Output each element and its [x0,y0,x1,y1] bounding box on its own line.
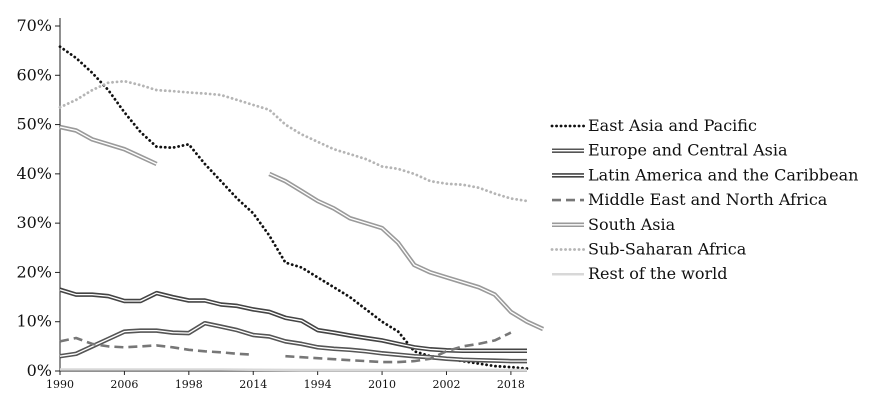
series-layer [58,45,545,372]
x-tick-label: 1994 [304,378,332,391]
legend-item-south-asia: South Asia [552,215,676,234]
legend-item-europe-and-central-asia: Europe and Central Asia [552,141,788,160]
legend-item-east-asia-and-pacific: East Asia and Pacific [550,116,757,135]
middle-east-and-north-africa-line [285,331,512,364]
y-tick-label: 30% [16,213,52,232]
south-asia-line-inner [269,173,544,330]
legend-item-latin-america-and-the-caribbean: Latin America and the Caribbean [552,165,858,184]
y-tick-label: 60% [16,65,52,84]
legend-label: South Asia [588,215,676,234]
y-tick-label: 70% [16,16,52,35]
x-tick-label: 1990 [46,378,74,391]
y-tick-label: 50% [16,115,52,134]
middle-east-and-north-africa-line [59,336,254,356]
east-asia-and-pacific-line [58,45,529,370]
legend-item-middle-east-and-north-africa: Middle East and North Africa [552,190,828,209]
y-tick-label: 0% [27,361,52,380]
x-tick-label: 2018 [497,378,525,391]
europe-and-central-asia-line-inner [59,322,527,362]
x-tick-label: 2006 [110,378,138,391]
x-tick-label: 2002 [432,378,460,391]
y-tick-label: 20% [16,262,52,281]
legend: East Asia and Pacific Europe and Central … [550,116,858,283]
latin-america-and-the-caribbean-line-inner [59,289,527,352]
y-tick-label: 10% [16,312,52,331]
x-tick-label: 2014 [239,378,267,391]
south-asia-line-inner [59,126,157,165]
y-tick-label: 40% [16,164,52,183]
sub-saharan-africa-line [58,79,529,203]
legend-label: Rest of the world [588,264,728,283]
legend-label: Latin America and the Caribbean [588,165,858,184]
legend-label: East Asia and Pacific [588,116,757,135]
south-asia-line [59,124,158,167]
legend-label: Sub-Saharan Africa [588,240,747,259]
legend-item-rest-of-the-world: Rest of the world [552,264,728,283]
axes: 0% 10% 20% 30% 40% 50% 60% 70% 1990 2006 1998 2014 1… [16,16,527,391]
x-tick-label: 2010 [368,378,396,391]
x-tick-label: 1998 [175,378,203,391]
legend-label: Middle East and North Africa [588,190,828,209]
legend-item-sub-saharan-africa: Sub-Saharan Africa [550,240,747,259]
legend-label: Europe and Central Asia [588,141,788,160]
rest-of-the-world-line [60,368,527,372]
